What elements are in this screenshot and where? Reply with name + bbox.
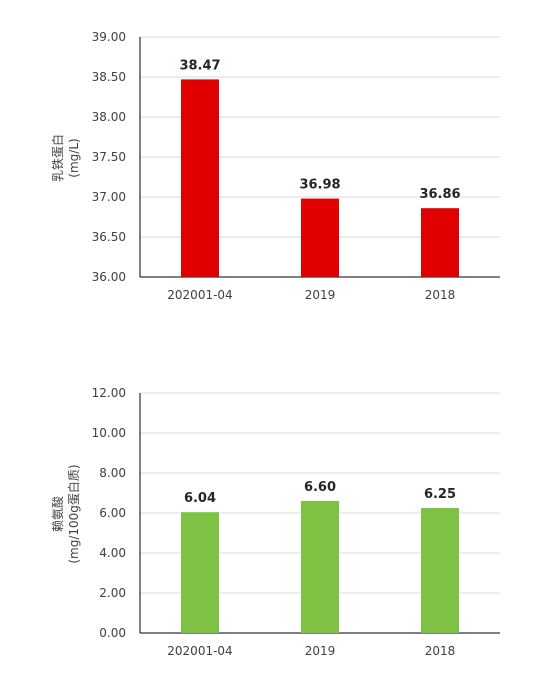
y-axis-unit: (mg/100g蛋白质) <box>66 464 81 563</box>
data-label: 6.04 <box>184 491 216 506</box>
x-category-label: 2019 <box>305 288 336 302</box>
y-axis-unit: (mg/L) <box>67 138 81 177</box>
y-tick-label: 8.00 <box>99 466 126 480</box>
y-tick-label: 36.50 <box>92 230 126 244</box>
x-category-label: 202001-04 <box>167 644 232 658</box>
y-tick-label: 2.00 <box>99 586 126 600</box>
bar-202001-04 <box>181 79 219 278</box>
y-axis-title: 乳铁蛋白 <box>50 134 65 182</box>
y-tick-label: 39.00 <box>92 30 126 44</box>
bar-2018 <box>421 508 459 633</box>
data-label: 36.98 <box>299 178 340 193</box>
y-axis-title: 赖氨酸 <box>50 496 65 532</box>
bar-2019 <box>301 198 339 277</box>
y-tick-label: 6.00 <box>99 506 126 520</box>
x-category-label: 2018 <box>425 288 456 302</box>
data-label: 6.25 <box>424 487 456 502</box>
y-tick-label: 10.00 <box>92 426 126 440</box>
x-category-label: 2018 <box>425 644 456 658</box>
x-category-label: 202001-04 <box>167 288 232 302</box>
y-tick-label: 37.00 <box>92 190 126 204</box>
y-tick-label: 37.50 <box>92 150 126 164</box>
y-tick-label: 36.00 <box>92 270 126 284</box>
y-tick-label: 38.50 <box>92 70 126 84</box>
bar-2018 <box>421 208 459 277</box>
lactoferrin-bar-chart: 36.00 36.50 37.00 37.50 38.00 38.50 39.00 38.4… <box>50 30 500 302</box>
y-tick-label: 38.00 <box>92 110 126 124</box>
data-label: 6.60 <box>304 480 336 495</box>
x-category-label: 2019 <box>305 644 336 658</box>
bar-202001-04 <box>181 512 219 633</box>
data-label: 36.86 <box>419 187 460 202</box>
y-tick-label: 4.00 <box>99 546 126 560</box>
data-label: 38.47 <box>179 58 220 73</box>
y-tick-label: 0.00 <box>99 626 126 640</box>
lysine-bar-chart: 0.00 2.00 4.00 6.00 8.00 10.00 12.00 6.04 20200… <box>50 386 500 658</box>
y-tick-label: 12.00 <box>92 386 126 400</box>
bar-2019 <box>301 501 339 633</box>
